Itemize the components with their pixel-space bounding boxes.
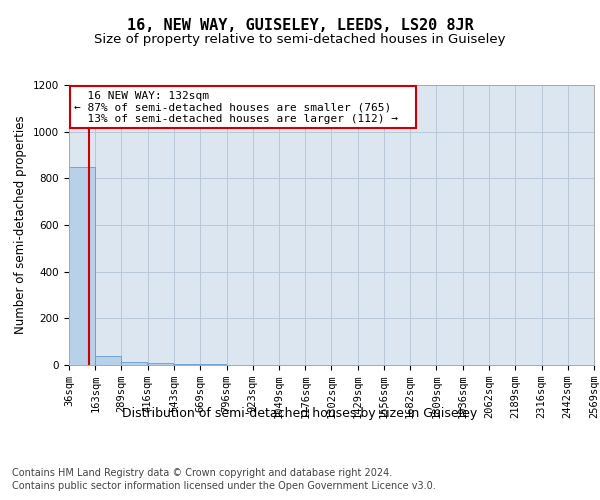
Bar xyxy=(69,166,95,365)
Text: Distribution of semi-detached houses by size in Guiseley: Distribution of semi-detached houses by … xyxy=(122,408,478,420)
Text: 16, NEW WAY, GUISELEY, LEEDS, LS20 8JR: 16, NEW WAY, GUISELEY, LEEDS, LS20 8JR xyxy=(127,18,473,32)
Bar xyxy=(200,364,226,365)
Text: Contains public sector information licensed under the Open Government Licence v3: Contains public sector information licen… xyxy=(12,481,436,491)
Text: 16 NEW WAY: 132sqm  
← 87% of semi-detached houses are smaller (765)
  13% of se: 16 NEW WAY: 132sqm ← 87% of semi-detache… xyxy=(74,90,412,124)
Bar xyxy=(148,363,173,365)
Bar xyxy=(95,356,121,365)
Bar xyxy=(174,364,200,365)
Text: Contains HM Land Registry data © Crown copyright and database right 2024.: Contains HM Land Registry data © Crown c… xyxy=(12,468,392,477)
Y-axis label: Number of semi-detached properties: Number of semi-detached properties xyxy=(14,116,28,334)
Text: Size of property relative to semi-detached houses in Guiseley: Size of property relative to semi-detach… xyxy=(94,32,506,46)
Bar xyxy=(121,362,147,365)
